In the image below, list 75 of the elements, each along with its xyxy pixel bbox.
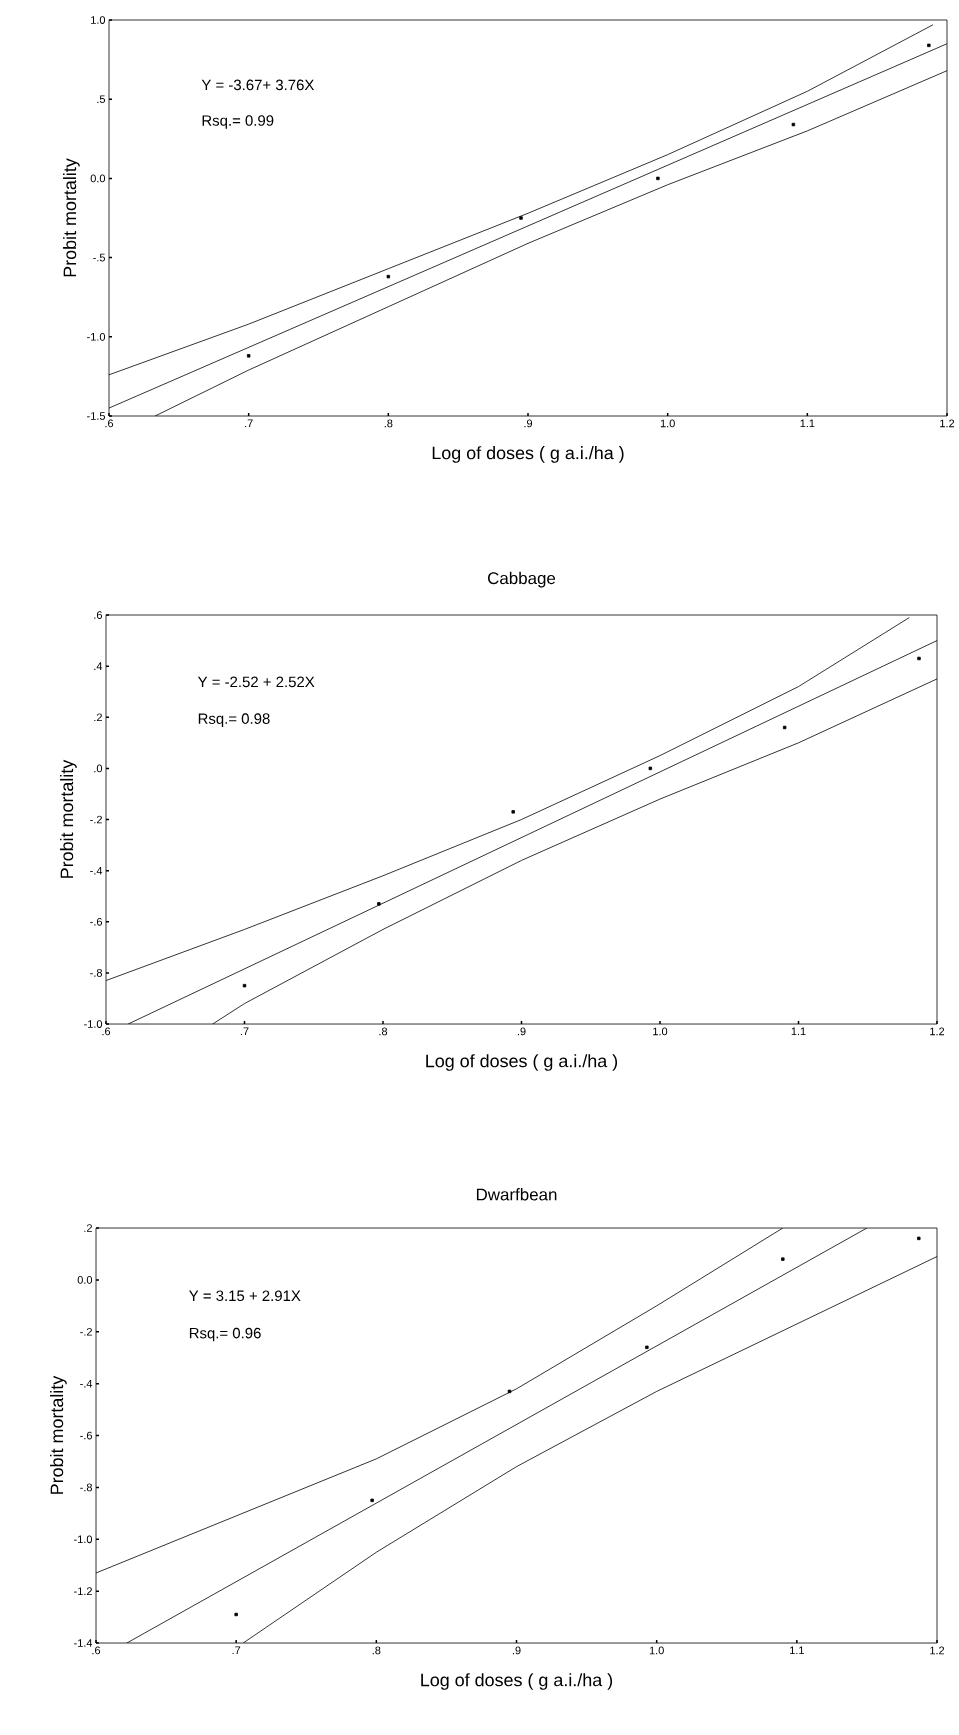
y-tick-label: -.4 [80,1379,93,1388]
point [917,656,921,661]
y-tick-label: -.8 [80,1483,92,1492]
x-tick-label: .7 [245,419,253,428]
point [645,1345,649,1350]
point [507,1389,512,1394]
x-tick-label: .7 [240,1027,249,1036]
point [519,216,523,220]
chart-title: Dwarfbean [476,1188,557,1201]
x-tick-label: 1.1 [800,419,815,428]
y-tick-label: .6 [94,611,102,619]
y-tick-label: -.5 [93,253,106,262]
annotation: Rsq.= 0.98 [198,713,270,727]
x-axis-title: Log of doses ( g a.i./ha ) [432,446,624,463]
y-tick-label: -1.0 [74,1535,93,1544]
y-tick-label: .5 [97,95,106,104]
x-axis-title: Log of doses ( g a.i./ha ) [426,1054,618,1071]
annotation: Y = -2.52 + 2.52X [197,676,315,688]
point [377,902,381,906]
x-tick-label: 1.0 [660,419,675,428]
y-axis-title: Probit mortality [63,158,80,277]
x-axis-title: Log of doses ( g a.i./ha ) [421,1673,613,1690]
y-tick-label: -.6 [80,1431,92,1440]
point [927,43,931,48]
x-tick-label: .8 [372,1646,381,1655]
chart-title: Cabbage [487,571,556,588]
y-tick-label: -1.4 [74,1639,93,1647]
point [370,1498,374,1503]
x-tick-label: 1.1 [791,1027,806,1036]
y-tick-label: 0.0 [77,1276,93,1284]
y-axis-title: Probit mortality [60,759,77,878]
y-tick-label: -1.0 [87,332,106,341]
x-tick-label: .9 [524,419,533,428]
y-tick-label: -1.2 [74,1587,92,1595]
x-tick-label: 1.2 [940,419,955,428]
y-tick-label: .0 [94,764,103,773]
y-axis-title: Probit mortality [50,1375,67,1494]
y-tick-label: 1.0 [91,16,106,24]
point [781,1257,785,1261]
y-tick-label: .2 [94,713,102,722]
y-tick-label: -1.5 [87,412,106,420]
point [791,122,796,127]
point [782,725,787,730]
y-tick-label: -1.0 [84,1020,103,1028]
point [242,983,247,988]
point [917,1236,921,1241]
y-tick-label: -.2 [80,1327,92,1336]
x-tick-label: .6 [105,419,114,428]
annotation: Rsq.= 0.96 [189,1327,261,1342]
y-tick-label: .2 [84,1224,92,1232]
point [234,1612,238,1617]
point [511,810,515,814]
annotation: Y = -3.67+ 3.76X [201,79,315,91]
point [656,176,660,181]
x-tick-label: 1.2 [930,1027,945,1036]
x-tick-label: 1.2 [930,1646,945,1655]
x-tick-label: .9 [517,1027,526,1036]
point [246,354,251,358]
x-tick-label: .8 [379,1027,388,1036]
x-tick-label: .7 [232,1646,241,1655]
x-tick-label: 1.0 [653,1027,668,1036]
x-tick-label: .8 [384,419,393,428]
x-tick-label: 1.0 [649,1646,664,1655]
y-tick-label: .4 [94,662,103,670]
point [386,274,391,279]
annotation: Rsq.= 0.99 [202,115,274,129]
y-tick-label: 0.0 [90,174,106,183]
x-tick-label: .9 [512,1646,521,1655]
y-tick-label: -.2 [90,815,102,824]
annotation: Y = 3.15 + 2.91X [189,1290,301,1302]
y-tick-label: -.4 [90,866,103,875]
y-tick-label: -.8 [90,969,102,977]
y-tick-label: -.6 [90,917,102,926]
point [648,766,653,771]
x-tick-label: 1.1 [790,1646,804,1655]
